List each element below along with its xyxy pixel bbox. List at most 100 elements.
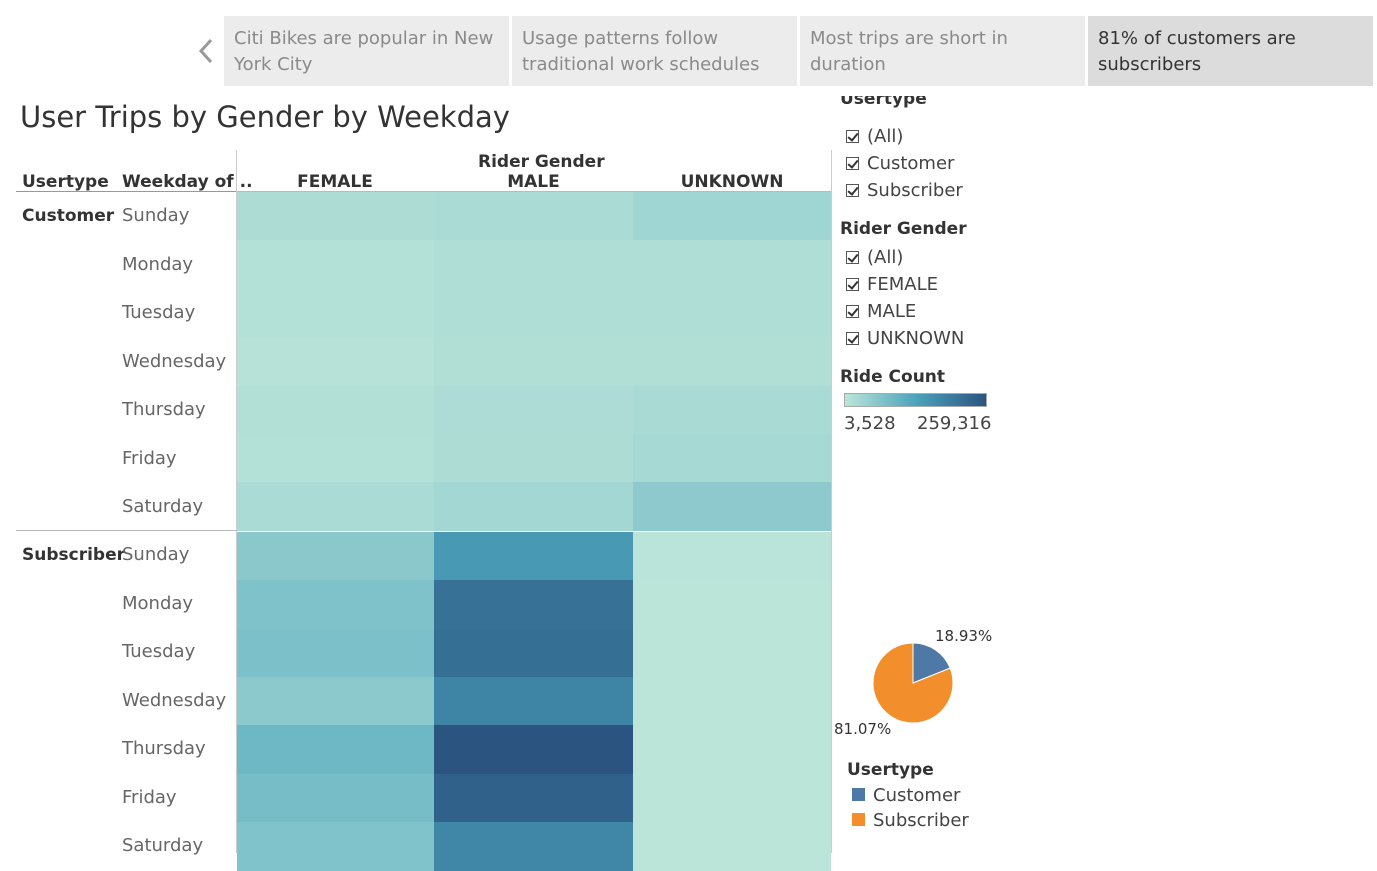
legend-label-subscriber: Subscriber bbox=[873, 810, 969, 831]
row-label: Tuesday bbox=[122, 641, 196, 662]
filter-gender-all[interactable]: (All) bbox=[846, 247, 903, 268]
row-label: Friday bbox=[122, 448, 177, 469]
heatmap-cell-customer-wednesday-male[interactable] bbox=[434, 337, 633, 386]
story-tab-label: Usage patterns follow traditional work s… bbox=[522, 28, 760, 75]
chevron-left-icon bbox=[198, 38, 213, 64]
heatmap-cell-customer-thursday-female[interactable] bbox=[237, 386, 434, 434]
story-tab-label: Most trips are short in duration bbox=[810, 28, 1008, 75]
heatmap-cell-subscriber-sunday-male[interactable] bbox=[434, 532, 633, 580]
heatmap-cell-subscriber-wednesday-unknown[interactable] bbox=[633, 677, 831, 725]
group-label-customer: Customer bbox=[22, 206, 115, 226]
row-label: Friday bbox=[122, 787, 177, 808]
filter-gender-male[interactable]: MALE bbox=[846, 301, 916, 322]
heatmap-cell-customer-sunday-male[interactable] bbox=[434, 192, 633, 240]
heatmap-cell-customer-saturday-unknown[interactable] bbox=[633, 482, 831, 531]
ride-count-legend-title: Ride Count bbox=[840, 367, 946, 387]
filter-option-label: Subscriber bbox=[867, 180, 963, 201]
heatmap-cell-subscriber-monday-unknown[interactable] bbox=[633, 580, 831, 629]
filter-gender-female[interactable]: FEMALE bbox=[846, 274, 938, 295]
heatmap-cell-customer-tuesday-unknown[interactable] bbox=[633, 289, 831, 337]
rider-gender-header: Rider Gender bbox=[478, 152, 605, 172]
story-tab-4[interactable]: 81% of customers are subscribers bbox=[1088, 16, 1373, 86]
row-label: Monday bbox=[122, 593, 194, 614]
checkbox-checked-icon bbox=[846, 251, 859, 264]
column-header-unknown: UNKNOWN bbox=[680, 172, 784, 192]
heatmap-cell-subscriber-wednesday-male[interactable] bbox=[434, 677, 633, 725]
heatmap-cell-subscriber-thursday-unknown[interactable] bbox=[633, 725, 831, 774]
heatmap-cell-customer-tuesday-female[interactable] bbox=[237, 289, 434, 337]
rider-gender-filter-title: Rider Gender bbox=[840, 219, 967, 239]
row-label: Thursday bbox=[122, 738, 206, 759]
legend-swatch-subscriber bbox=[852, 813, 865, 826]
heatmap-cell-subscriber-saturday-unknown[interactable] bbox=[633, 822, 831, 871]
heatmap-cell-subscriber-tuesday-male[interactable] bbox=[434, 629, 633, 677]
heatmap-cell-subscriber-saturday-male[interactable] bbox=[434, 822, 633, 871]
heatmap-cell-subscriber-saturday-female[interactable] bbox=[237, 822, 434, 871]
heatmap-cell-subscriber-wednesday-female[interactable] bbox=[237, 677, 434, 725]
story-tab-2[interactable]: Usage patterns follow traditional work s… bbox=[512, 16, 797, 86]
filter-option-label: (All) bbox=[867, 126, 904, 147]
row-label: Monday bbox=[122, 254, 194, 275]
heatmap-cell-subscriber-friday-male[interactable] bbox=[434, 774, 633, 822]
column-header-female: FEMALE bbox=[297, 172, 373, 192]
heatmap-cell-customer-tuesday-male[interactable] bbox=[434, 289, 633, 337]
story-tab-3[interactable]: Most trips are short in duration bbox=[800, 16, 1085, 86]
checkbox-checked-icon bbox=[846, 332, 859, 345]
row-label: Sunday bbox=[122, 544, 190, 565]
story-tab-1[interactable]: Citi Bikes are popular in New York City bbox=[224, 16, 509, 86]
heatmap-cell-subscriber-sunday-unknown[interactable] bbox=[633, 532, 831, 580]
heatmap-cell-subscriber-thursday-male[interactable] bbox=[434, 725, 633, 774]
heatmap-cell-customer-friday-unknown[interactable] bbox=[633, 434, 831, 482]
row-label: Saturday bbox=[122, 496, 204, 517]
filter-gender-unknown[interactable]: UNKNOWN bbox=[846, 328, 964, 349]
checkbox-checked-icon bbox=[846, 130, 859, 143]
legend-swatch-customer bbox=[852, 788, 865, 801]
legend-label-customer: Customer bbox=[873, 785, 961, 806]
heatmap-cell-customer-monday-male[interactable] bbox=[434, 240, 633, 289]
previous-story-button[interactable] bbox=[190, 16, 222, 86]
pie-slice-subscriber[interactable] bbox=[872, 642, 954, 724]
heatmap-cell-subscriber-thursday-female[interactable] bbox=[237, 725, 434, 774]
pie-label-subscriber: 81.07% bbox=[834, 720, 892, 738]
story-tab-label: 81% of customers are subscribers bbox=[1098, 28, 1296, 75]
row-label: Wednesday bbox=[122, 351, 227, 372]
heatmap-cell-customer-friday-male[interactable] bbox=[434, 434, 633, 482]
heatmap-cell-subscriber-friday-unknown[interactable] bbox=[633, 774, 831, 822]
filter-usertype-customer[interactable]: Customer bbox=[846, 153, 954, 174]
heatmap-cell-subscriber-monday-female[interactable] bbox=[237, 580, 434, 629]
usertype-filter-title-text: Usertype bbox=[840, 96, 927, 109]
filter-option-label: MALE bbox=[867, 301, 917, 322]
pie-legend-title: Usertype bbox=[847, 760, 934, 780]
heatmap-cell-customer-monday-unknown[interactable] bbox=[633, 240, 831, 289]
pie-slice-customer[interactable] bbox=[912, 642, 951, 684]
heatmap-cell-customer-sunday-unknown[interactable] bbox=[633, 192, 831, 240]
group-label-subscriber: Subscriber bbox=[22, 545, 126, 565]
heatmap-cell-subscriber-monday-male[interactable] bbox=[434, 580, 633, 629]
heatmap-cell-customer-sunday-female[interactable] bbox=[237, 192, 434, 240]
heatmap[interactable] bbox=[237, 192, 831, 871]
heatmap-cell-subscriber-tuesday-unknown[interactable] bbox=[633, 629, 831, 677]
color-ramp bbox=[844, 393, 987, 407]
heatmap-cell-customer-saturday-male[interactable] bbox=[434, 482, 633, 531]
heatmap-cell-customer-wednesday-unknown[interactable] bbox=[633, 337, 831, 386]
usertype-pie-chart[interactable] bbox=[860, 630, 970, 740]
heatmap-cell-subscriber-tuesday-female[interactable] bbox=[237, 629, 434, 677]
heatmap-cell-subscriber-sunday-female[interactable] bbox=[237, 532, 434, 580]
header-divider bbox=[236, 191, 831, 192]
filter-usertype-all[interactable]: (All) bbox=[846, 126, 903, 147]
page-title: User Trips by Gender by Weekday bbox=[20, 100, 510, 134]
heatmap-cell-customer-wednesday-female[interactable] bbox=[237, 337, 434, 386]
heatmap-cell-customer-friday-female[interactable] bbox=[237, 434, 434, 482]
filter-usertype-subscriber[interactable]: Subscriber bbox=[846, 180, 963, 201]
header-divider bbox=[16, 191, 236, 192]
heatmap-cell-customer-thursday-male[interactable] bbox=[434, 386, 633, 434]
heatmap-cell-subscriber-friday-female[interactable] bbox=[237, 774, 434, 822]
heatmap-cell-customer-saturday-female[interactable] bbox=[237, 482, 434, 531]
heatmap-cell-customer-monday-female[interactable] bbox=[237, 240, 434, 289]
pie-label-customer: 18.93% bbox=[935, 627, 993, 645]
filter-option-label: (All) bbox=[867, 247, 904, 268]
heatmap-cell-customer-thursday-unknown[interactable] bbox=[633, 386, 831, 434]
usertype-header: Usertype bbox=[22, 172, 109, 192]
story-tab-label: Citi Bikes are popular in New York City bbox=[234, 28, 494, 75]
filter-option-label: FEMALE bbox=[867, 274, 938, 295]
